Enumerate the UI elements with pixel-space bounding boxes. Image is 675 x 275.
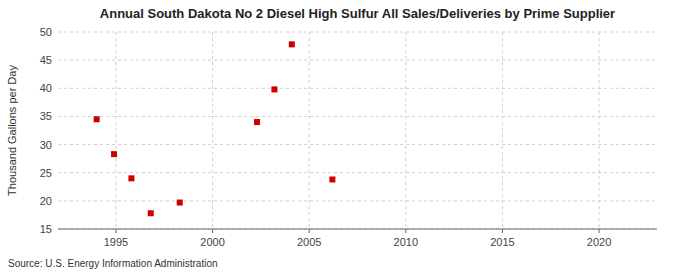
- y-grid-line: [58, 172, 657, 173]
- point: [254, 119, 260, 125]
- point: [128, 175, 134, 181]
- point: [289, 41, 295, 47]
- point: [271, 86, 277, 92]
- point: [329, 176, 335, 182]
- title: Annual South Dakota No 2 Diesel High Sul…: [100, 6, 615, 21]
- x-tick-label: 1995: [104, 236, 128, 248]
- y-grid-line: [58, 229, 657, 230]
- x-grid-line: [309, 32, 310, 229]
- chart-svg: 15 20 25 30 35 40 45 50 1995 2000 2005 2010 2015 2020…: [0, 0, 675, 275]
- y-tick-label: 25: [40, 167, 52, 179]
- y-grid-line: [58, 116, 657, 117]
- y-tick-label: 50: [40, 26, 52, 38]
- x-tick-mark: [212, 229, 213, 233]
- y-grid-line: [58, 88, 657, 89]
- x-grid-line: [599, 32, 600, 229]
- x-tick-label: 2000: [200, 236, 224, 248]
- y-tick-label: 20: [40, 195, 52, 207]
- points: [94, 41, 336, 216]
- point: [111, 151, 117, 157]
- x-tick-mark: [599, 229, 600, 233]
- x-tick-label: 2005: [297, 236, 321, 248]
- x-axis-line: [58, 229, 657, 230]
- point: [177, 200, 183, 206]
- x-tick-label: 2010: [394, 236, 418, 248]
- x-grid-line: [212, 32, 213, 229]
- y-tick-label: 30: [40, 139, 52, 151]
- x-tick-mark: [309, 229, 310, 233]
- point: [94, 116, 100, 122]
- x-grid-line: [115, 32, 116, 229]
- y-tick-label: 45: [40, 54, 52, 66]
- source-note: Source: U.S. Energy Information Administ…: [8, 258, 218, 269]
- x-tick-mark: [115, 229, 116, 233]
- x-tick-label: 2020: [587, 236, 611, 248]
- y-grid-line: [58, 60, 657, 61]
- chart-container: 15 20 25 30 35 40 45 50 1995 2000 2005 2010 2015 2020…: [0, 0, 675, 275]
- y-grid-line: [58, 144, 657, 145]
- grid: [58, 32, 657, 229]
- y-tick-label: 35: [40, 110, 52, 122]
- y-grid-line: [58, 200, 657, 201]
- y-axis-label: Thousand Gallons per Day: [6, 65, 18, 196]
- x-tick-label: 2015: [490, 236, 514, 248]
- x-tick-mark: [405, 229, 406, 233]
- y-tick-label: 40: [40, 82, 52, 94]
- y-grid-line: [58, 32, 657, 33]
- x-grid-line: [405, 32, 406, 229]
- point: [148, 210, 154, 216]
- x-grid-line: [502, 32, 503, 229]
- x-tick-mark: [502, 229, 503, 233]
- y-tick-label: 15: [40, 223, 52, 235]
